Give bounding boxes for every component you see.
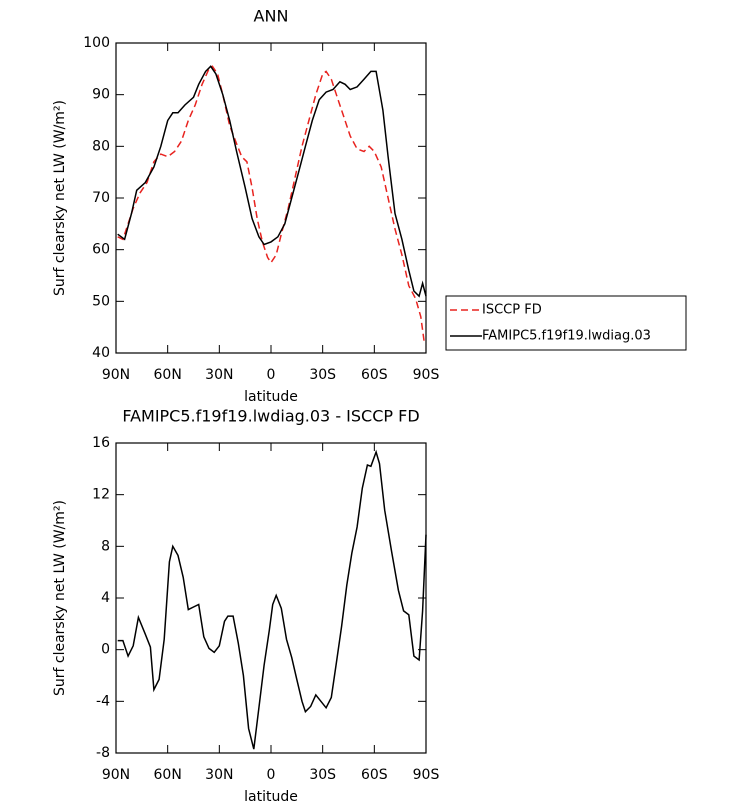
chart-title: ANN [254, 7, 289, 26]
x-tick-label: 30S [309, 767, 336, 783]
x-tick-label: 60N [154, 767, 182, 783]
x-tick-label: 30N [205, 367, 233, 383]
plot-frame [115, 42, 427, 354]
y-axis-label: Surf clearsky net LW (W/m²) [52, 500, 68, 696]
data-line [117, 65, 426, 343]
y-tick-label: -4 [96, 693, 110, 709]
y-tick-label: 4 [101, 590, 110, 606]
y-tick-label: -8 [96, 745, 110, 761]
y-tick-label: 12 [92, 487, 110, 503]
x-tick-label: 30N [205, 767, 233, 783]
y-tick-label: 70 [92, 190, 110, 206]
x-tick-label: 90N [102, 767, 130, 783]
x-tick-label: 60S [361, 367, 388, 383]
y-tick-label: 90 [92, 87, 110, 103]
y-tick-label: 50 [92, 293, 110, 309]
y-tick-label: 80 [92, 138, 110, 154]
x-axis-label: latitude [244, 789, 298, 805]
x-tick-label: 90S [413, 367, 440, 383]
data-line [117, 65, 427, 298]
x-tick-label: 0 [267, 367, 276, 383]
y-tick-label: 0 [101, 642, 110, 658]
data-line [117, 449, 427, 750]
y-tick-label: 16 [92, 435, 110, 451]
x-tick-label: 30S [309, 367, 336, 383]
legend-label: ISCCP FD [482, 303, 542, 318]
x-tick-label: 0 [267, 767, 276, 783]
legend-box [445, 295, 687, 351]
y-tick-label: 100 [83, 35, 110, 51]
chart-title: FAMIPC5.f19f19.lwdiag.03 - ISCCP FD [122, 407, 419, 426]
plot-frame [115, 442, 427, 754]
x-tick-label: 60S [361, 767, 388, 783]
y-tick-label: 40 [92, 345, 110, 361]
x-tick-label: 60N [154, 367, 182, 383]
x-axis-label: latitude [244, 389, 298, 405]
x-tick-label: 90S [413, 767, 440, 783]
legend-label: FAMIPC5.f19f19.lwdiag.03 [482, 329, 651, 344]
y-tick-label: 60 [92, 242, 110, 258]
y-axis-label: Surf clearsky net LW (W/m²) [52, 100, 68, 296]
y-tick-label: 8 [101, 538, 110, 554]
x-tick-label: 90N [102, 367, 130, 383]
